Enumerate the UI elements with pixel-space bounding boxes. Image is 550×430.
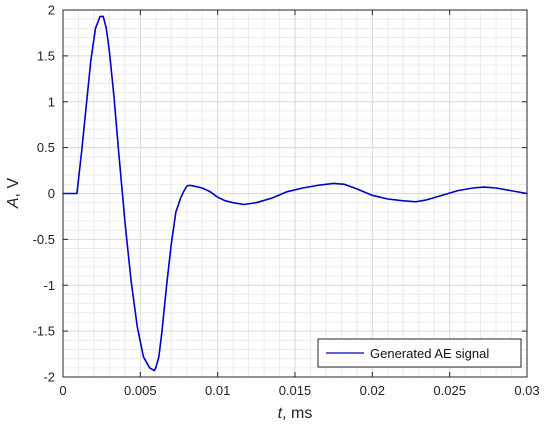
x-tick-label: 0.01 — [205, 383, 230, 398]
x-tick-label: 0.005 — [124, 383, 157, 398]
series-line — [62, 15, 528, 372]
y-tick-label: 2 — [48, 3, 55, 18]
x-axis-label: t, ms — [278, 405, 313, 422]
ticks — [62, 9, 528, 378]
legend: Generated AE signal — [317, 338, 522, 368]
x-tick-label: 0.02 — [360, 383, 385, 398]
y-tick-label: -2 — [43, 370, 55, 385]
y-axis-label: A, V — [5, 178, 22, 210]
y-tick-label: -1.5 — [33, 324, 55, 339]
x-tick-label: 0.025 — [433, 383, 466, 398]
y-tick-label: -1 — [43, 278, 55, 293]
y-tick-label: 0 — [48, 186, 55, 201]
x-tick-label: 0.015 — [279, 383, 312, 398]
x-tick-label: 0 — [59, 383, 66, 398]
y-axis-label-var: A — [5, 197, 22, 209]
y-tick-label: -0.5 — [33, 232, 55, 247]
tick-labels: 0 0.005 0.01 0.015 0.02 0.025 0.03 -2 -1.5 -1 -0.5… — [33, 3, 540, 399]
y-axis-label-unit: , V — [5, 178, 22, 198]
y-tick-label: 0.5 — [37, 140, 55, 155]
y-tick-label: 1 — [48, 94, 55, 109]
y-tick-label: 1.5 — [37, 48, 55, 63]
series-layer — [62, 15, 528, 372]
legend-label: Generated AE signal — [370, 346, 489, 361]
legend-box — [317, 338, 522, 368]
x-axis-label-var: t — [278, 405, 283, 422]
x-tick-label: 0.03 — [514, 383, 539, 398]
x-axis-label-unit: , ms — [282, 405, 312, 422]
